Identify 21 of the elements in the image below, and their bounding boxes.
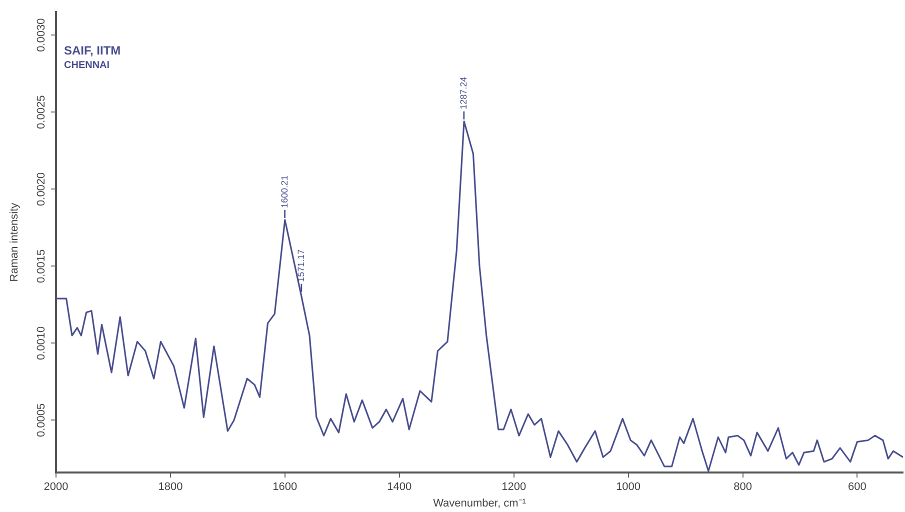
y-tick-label: 0.0010 [36, 326, 48, 360]
y-tick-label: 0.0015 [36, 249, 48, 284]
y-tick-label: 0.0005 [36, 403, 48, 438]
x-tick-label: 600 [848, 481, 866, 494]
x-tick-label: 1400 [387, 481, 412, 494]
x-tick-label: 800 [734, 481, 752, 494]
annotation: CHENNAI [64, 60, 110, 71]
x-tick-label: 1600 [272, 481, 298, 494]
x-tick-label: 1000 [616, 481, 641, 494]
annotation: 1287.24 [458, 76, 468, 110]
y-axis-title: Raman intensity [8, 202, 21, 282]
y-tick-label: 0.0020 [36, 172, 48, 206]
annotation: 1571.17 [296, 249, 306, 282]
x-tick-label: 1800 [158, 481, 183, 494]
x-axis-title: Wavenumber, cm⁻¹ [433, 497, 526, 510]
x-tick-label: 2000 [44, 481, 68, 494]
y-tick-label: 0.0030 [36, 18, 48, 52]
annotation: 1600.21 [279, 175, 290, 208]
annotation: SAIF, IITM [64, 43, 121, 58]
x-tick-label: 1200 [502, 481, 526, 494]
y-tick-label: 0.0025 [36, 95, 48, 129]
